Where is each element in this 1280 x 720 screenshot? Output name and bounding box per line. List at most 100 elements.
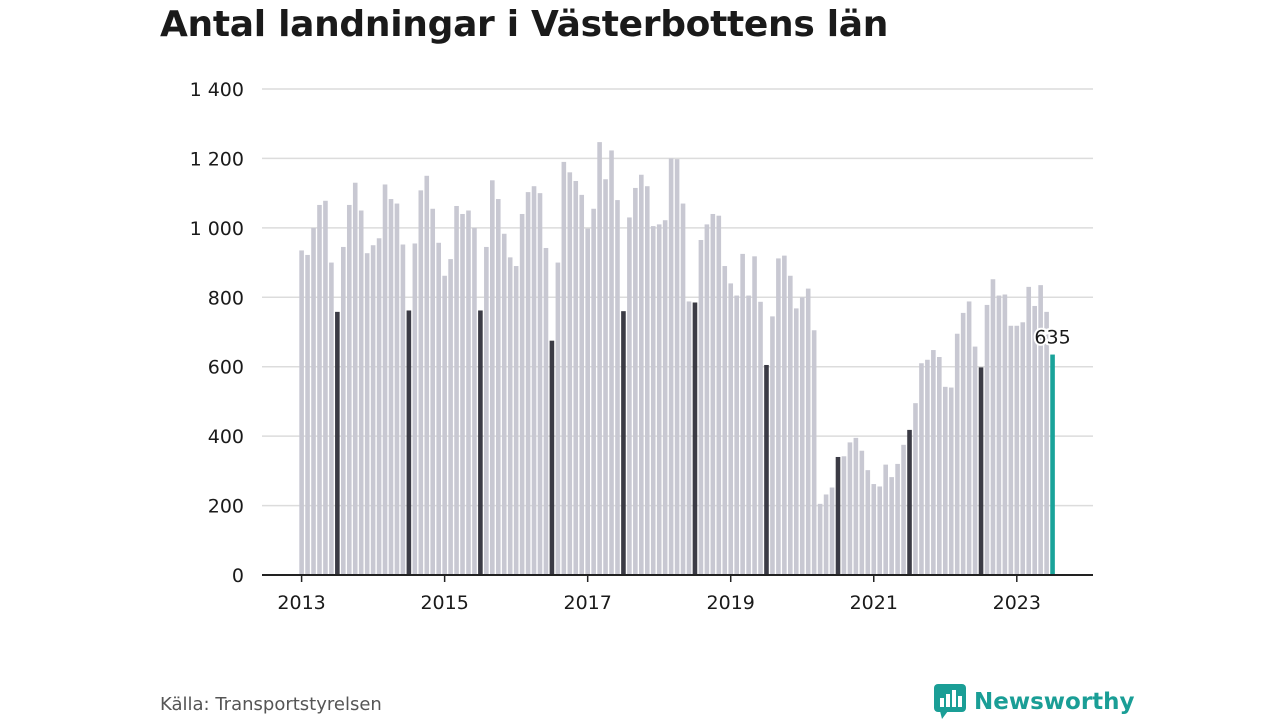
bar bbox=[513, 266, 519, 575]
brand-logo: Newsworthy bbox=[934, 684, 1135, 720]
bar bbox=[937, 356, 942, 575]
x-tick-label: 2015 bbox=[420, 592, 468, 614]
bar bbox=[793, 308, 799, 575]
bar bbox=[573, 180, 579, 575]
bar bbox=[382, 184, 388, 575]
bar bbox=[531, 186, 537, 575]
y-tick-label: 400 bbox=[208, 426, 244, 448]
bar bbox=[859, 450, 865, 575]
bar bbox=[990, 279, 996, 575]
bar bbox=[811, 330, 817, 575]
bar bbox=[1008, 325, 1014, 575]
x-tick-label: 2013 bbox=[277, 592, 325, 614]
bar bbox=[680, 203, 686, 576]
bar bbox=[352, 182, 358, 575]
bar bbox=[549, 340, 555, 575]
bar bbox=[621, 311, 626, 575]
bar bbox=[484, 246, 489, 575]
bar bbox=[1026, 286, 1032, 575]
x-tick-label: 2019 bbox=[707, 592, 755, 614]
brand-name: Newsworthy bbox=[974, 689, 1135, 715]
bar bbox=[454, 205, 459, 576]
bar bbox=[1014, 325, 1020, 575]
y-tick-label: 1 400 bbox=[190, 79, 244, 101]
bar bbox=[829, 487, 835, 575]
bar bbox=[555, 262, 561, 575]
bar bbox=[305, 254, 310, 576]
bar bbox=[942, 386, 948, 575]
bar bbox=[1038, 285, 1043, 575]
bar bbox=[364, 253, 370, 575]
bar bbox=[948, 387, 954, 575]
bar bbox=[597, 142, 602, 575]
bar bbox=[650, 226, 656, 575]
bar bbox=[1020, 322, 1026, 575]
bar bbox=[954, 333, 960, 575]
bar bbox=[692, 302, 698, 575]
bar bbox=[466, 210, 471, 575]
bar bbox=[758, 301, 763, 575]
bar bbox=[507, 257, 513, 575]
bar bbox=[1002, 294, 1008, 575]
bar bbox=[883, 464, 888, 575]
bar bbox=[341, 246, 346, 575]
bar bbox=[406, 310, 412, 575]
bar bbox=[639, 174, 644, 575]
x-tick-label: 2023 bbox=[993, 592, 1041, 614]
bar bbox=[841, 456, 847, 575]
bar bbox=[776, 258, 781, 575]
latest-value-label: 635 bbox=[1034, 327, 1070, 349]
bar bbox=[478, 310, 483, 575]
bar bbox=[329, 262, 334, 575]
bar bbox=[913, 403, 918, 575]
bar bbox=[436, 242, 441, 575]
bar bbox=[674, 159, 680, 575]
bar bbox=[770, 316, 775, 575]
bar bbox=[972, 346, 978, 575]
y-tick-label: 1 000 bbox=[190, 218, 244, 240]
y-axis-labels: 0 200 400 600 800 1 000 1 200 1 400 bbox=[190, 79, 244, 587]
bar bbox=[746, 295, 751, 575]
bar bbox=[865, 470, 871, 575]
bar bbox=[788, 275, 793, 575]
source-note: Källa: Transportstyrelsen bbox=[160, 694, 382, 715]
bar bbox=[519, 213, 525, 575]
y-tick-label: 0 bbox=[232, 565, 244, 587]
bar bbox=[299, 250, 304, 575]
bar bbox=[335, 311, 340, 575]
bar bbox=[895, 463, 900, 575]
bar bbox=[996, 295, 1002, 575]
bar bbox=[388, 199, 394, 575]
y-tick-label: 1 200 bbox=[190, 148, 244, 170]
bar bbox=[442, 275, 447, 575]
bar bbox=[317, 204, 322, 575]
y-tick-label: 800 bbox=[208, 287, 244, 309]
bar bbox=[925, 359, 930, 575]
bar bbox=[656, 224, 662, 575]
y-tick-label: 600 bbox=[208, 357, 244, 379]
bar bbox=[984, 304, 990, 575]
bar bbox=[430, 208, 436, 575]
bar bbox=[919, 363, 924, 575]
bar bbox=[960, 312, 966, 575]
bar bbox=[1032, 305, 1037, 575]
bar bbox=[495, 199, 501, 575]
bar bbox=[460, 213, 465, 575]
bar bbox=[501, 233, 507, 575]
bar bbox=[412, 243, 418, 575]
bar bbox=[1050, 354, 1055, 575]
x-axis-ticks: 2013 2015 2017 2019 2021 2023 bbox=[277, 575, 1041, 614]
bar bbox=[966, 301, 972, 575]
bar bbox=[847, 442, 853, 575]
bar bbox=[877, 486, 883, 575]
x-tick-label: 2021 bbox=[850, 592, 898, 614]
bar bbox=[490, 180, 495, 575]
bar bbox=[609, 150, 614, 576]
bar bbox=[400, 244, 406, 575]
bar bbox=[567, 172, 573, 576]
bar bbox=[668, 158, 674, 575]
bar bbox=[358, 210, 364, 575]
bar bbox=[871, 484, 877, 575]
bar bbox=[633, 187, 638, 575]
bar bbox=[585, 228, 590, 575]
